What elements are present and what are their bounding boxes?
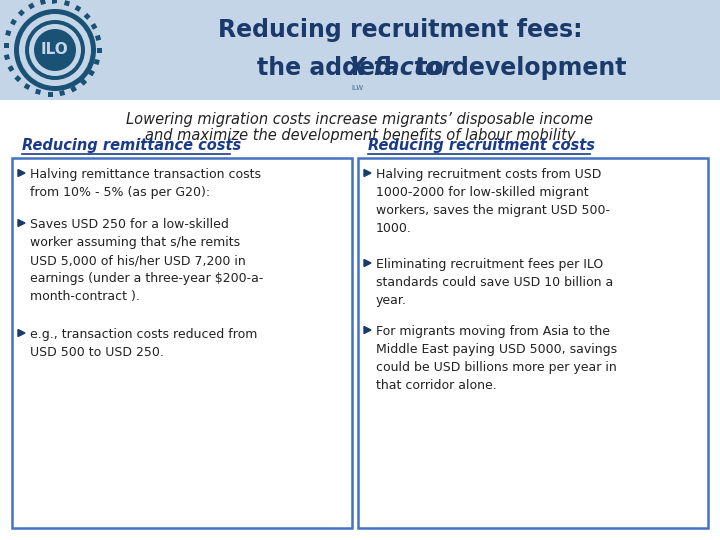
Ellipse shape [79, 67, 84, 72]
Bar [74, 5, 81, 12]
Ellipse shape [79, 28, 84, 33]
Bar [24, 83, 30, 90]
Bar [80, 79, 87, 86]
Polygon shape [18, 329, 25, 336]
Bar [91, 23, 97, 30]
Bar [40, 0, 46, 5]
Text: X factor: X factor [347, 56, 453, 80]
Text: Saves USD 250 for a low-skilled
worker assuming that s/he remits
USD 5,000 of hi: Saves USD 250 for a low-skilled worker a… [30, 218, 264, 303]
Polygon shape [364, 260, 371, 267]
Bar [48, 91, 53, 97]
Circle shape [14, 9, 96, 91]
Ellipse shape [20, 47, 24, 53]
Text: Lowering migration costs increase migrants’ disposable income: Lowering migration costs increase migran… [127, 112, 593, 127]
Bar [95, 35, 101, 41]
Polygon shape [18, 219, 25, 226]
Text: For migrants moving from Asia to the
Middle East paying USD 5000, savings
could : For migrants moving from Asia to the Mid… [376, 325, 617, 392]
Text: Halving remittance transaction costs
from 10% - 5% (as per G20):: Halving remittance transaction costs fro… [30, 168, 261, 199]
Ellipse shape [26, 28, 30, 33]
Text: Reducing recruitment costs: Reducing recruitment costs [368, 138, 595, 153]
Text: ILO: ILO [41, 43, 69, 57]
Text: Reducing recruitment fees:: Reducing recruitment fees: [217, 18, 582, 42]
Bar [53, 0, 58, 3]
Bar [88, 70, 95, 76]
Text: ILW: ILW [351, 85, 363, 91]
Bar [0, 0, 720, 100]
Text: Reducing remittance costs: Reducing remittance costs [22, 138, 241, 153]
Circle shape [29, 24, 81, 76]
Bar [35, 89, 41, 95]
Text: Eliminating recruitment fees per ILO
standards could save USD 10 billion a
year.: Eliminating recruitment fees per ILO sta… [376, 258, 613, 307]
Bar [96, 48, 102, 52]
Bar [70, 86, 77, 92]
Polygon shape [364, 327, 371, 334]
Bar [64, 0, 70, 6]
Ellipse shape [42, 17, 48, 21]
Ellipse shape [26, 28, 30, 33]
Bar [4, 43, 9, 48]
FancyBboxPatch shape [12, 158, 352, 528]
Ellipse shape [86, 47, 89, 53]
Bar [28, 3, 35, 9]
Bar [10, 19, 17, 25]
Ellipse shape [79, 28, 84, 33]
FancyBboxPatch shape [358, 158, 708, 528]
Circle shape [25, 20, 85, 80]
Polygon shape [364, 170, 371, 177]
Text: and maximize the development benefits of labour mobility: and maximize the development benefits of… [145, 128, 575, 143]
Ellipse shape [79, 67, 84, 72]
Bar [18, 9, 25, 16]
Text: Halving recruitment costs from USD
1000-2000 for low-skilled migrant
workers, sa: Halving recruitment costs from USD 1000-… [376, 168, 610, 235]
Text: e.g., transaction costs reduced from
USD 500 to USD 250.: e.g., transaction costs reduced from USD… [30, 328, 257, 359]
Ellipse shape [20, 47, 24, 53]
Bar [5, 30, 12, 36]
Polygon shape [18, 170, 25, 177]
Circle shape [19, 14, 91, 86]
Ellipse shape [42, 17, 48, 21]
Ellipse shape [63, 17, 68, 21]
Ellipse shape [26, 67, 30, 72]
Ellipse shape [26, 67, 30, 72]
Bar [59, 90, 66, 96]
Bar [0, 100, 720, 540]
Ellipse shape [63, 17, 68, 21]
Bar [84, 13, 91, 20]
Text: to development: to development [408, 56, 626, 80]
Text: the added: the added [257, 56, 400, 80]
Bar [94, 59, 100, 65]
Circle shape [34, 29, 76, 71]
Ellipse shape [86, 47, 89, 53]
Bar [8, 65, 14, 72]
Bar [14, 75, 22, 82]
Bar [4, 54, 10, 60]
